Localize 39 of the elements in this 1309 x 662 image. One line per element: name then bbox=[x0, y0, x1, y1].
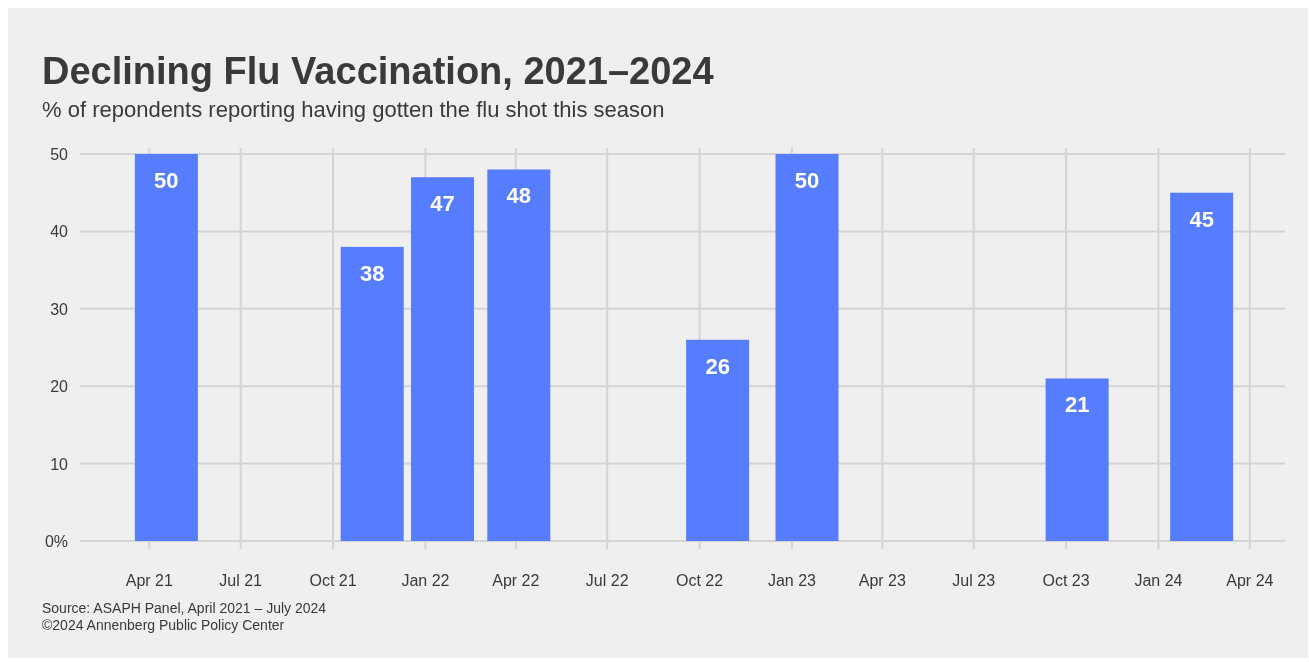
data-label: 47 bbox=[430, 191, 455, 217]
x-tick-label: Oct 21 bbox=[309, 572, 357, 589]
y-tick-label: 30 bbox=[50, 300, 69, 318]
x-tick-label: Apr 22 bbox=[492, 572, 540, 589]
data-label: 38 bbox=[359, 260, 385, 286]
bar bbox=[686, 339, 750, 541]
y-tick-label: 40 bbox=[50, 223, 69, 241]
data-label: 50 bbox=[794, 168, 820, 193]
y-tick-label: 10 bbox=[50, 455, 69, 473]
x-tick-label: Apr 23 bbox=[858, 572, 906, 589]
bar bbox=[134, 154, 198, 541]
data-label: 45 bbox=[1189, 206, 1214, 232]
data-label: 21 bbox=[1064, 392, 1090, 418]
x-tick-label: Apr 21 bbox=[125, 572, 173, 589]
y-tick-label: 0% bbox=[44, 533, 68, 550]
source-note: Source: ASAPH Panel, April 2021 – July 2024 bbox=[42, 600, 327, 616]
y-tick-label: 20 bbox=[50, 378, 69, 396]
bar bbox=[487, 169, 551, 541]
chart-subtitle: % of repondents reporting having gotten the flu shot this season bbox=[42, 97, 665, 122]
x-tick-label: Jan 23 bbox=[767, 572, 817, 589]
bar bbox=[775, 154, 839, 541]
data-label: 50 bbox=[154, 168, 179, 193]
x-tick-label: Jul 23 bbox=[952, 572, 996, 589]
x-tick-label: Oct 22 bbox=[676, 572, 724, 589]
chart-title: Declining Flu Vaccination, 2021–2024 bbox=[42, 50, 714, 92]
x-tick-label: Oct 23 bbox=[1042, 572, 1090, 589]
text: ©2024 Annenberg Public Policy Center bbox=[42, 617, 285, 633]
x-tick-label: Jan 22 bbox=[401, 572, 450, 589]
bar bbox=[340, 246, 404, 541]
bar bbox=[1045, 378, 1109, 541]
x-tick-label: Jan 24 bbox=[1134, 572, 1183, 589]
data-label: 48 bbox=[506, 183, 532, 209]
x-tick-label: Apr 24 bbox=[1226, 572, 1274, 589]
bar bbox=[411, 177, 474, 541]
x-tick-label: Jul 21 bbox=[219, 572, 263, 589]
y-tick-label: 50 bbox=[50, 146, 69, 163]
x-tick-label: Jul 22 bbox=[585, 572, 629, 589]
bar bbox=[1170, 192, 1234, 541]
data-label: 26 bbox=[705, 353, 730, 379]
